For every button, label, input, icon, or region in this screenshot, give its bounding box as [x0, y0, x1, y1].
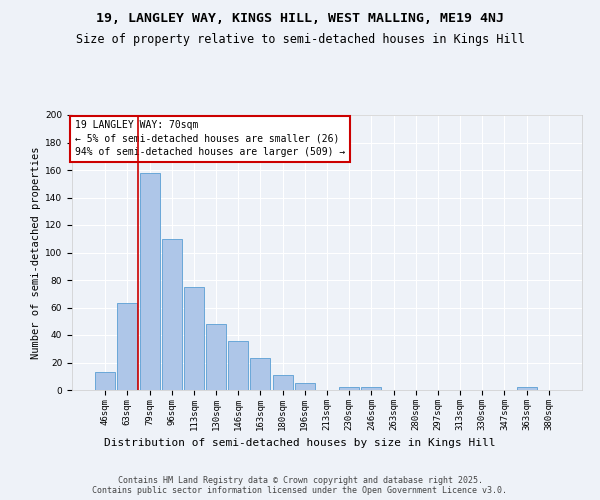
Bar — [95, 372, 115, 390]
Bar — [517, 387, 536, 390]
Bar — [272, 375, 293, 390]
Text: 19 LANGLEY WAY: 70sqm
← 5% of semi-detached houses are smaller (26)
94% of semi-: 19 LANGLEY WAY: 70sqm ← 5% of semi-detac… — [74, 120, 345, 157]
Text: Size of property relative to semi-detached houses in Kings Hill: Size of property relative to semi-detach… — [76, 32, 524, 46]
Y-axis label: Number of semi-detached properties: Number of semi-detached properties — [31, 146, 41, 359]
Bar — [184, 287, 204, 390]
Text: Distribution of semi-detached houses by size in Kings Hill: Distribution of semi-detached houses by … — [104, 438, 496, 448]
Bar — [339, 387, 359, 390]
Bar — [228, 340, 248, 390]
Bar — [162, 239, 182, 390]
Bar — [118, 304, 137, 390]
Bar — [250, 358, 271, 390]
Bar — [140, 173, 160, 390]
Bar — [295, 383, 315, 390]
Text: 19, LANGLEY WAY, KINGS HILL, WEST MALLING, ME19 4NJ: 19, LANGLEY WAY, KINGS HILL, WEST MALLIN… — [96, 12, 504, 26]
Bar — [361, 387, 382, 390]
Text: Contains HM Land Registry data © Crown copyright and database right 2025.
Contai: Contains HM Land Registry data © Crown c… — [92, 476, 508, 495]
Bar — [206, 324, 226, 390]
